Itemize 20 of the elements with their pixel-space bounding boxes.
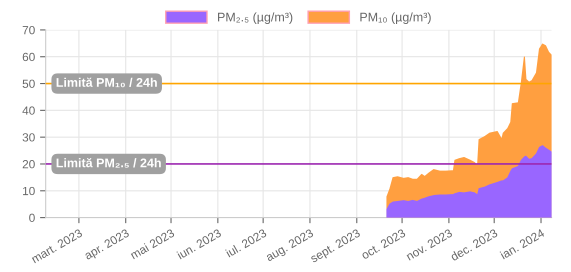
x-tick-label: iul. 2023 — [225, 228, 268, 258]
x-tick-label: mai 2023 — [130, 228, 175, 260]
legend-label: PM₂.₅ (µg/m³) — [218, 12, 292, 24]
y-tick-label: 60 — [22, 52, 35, 62]
ref-line-label: Limită PM₂.₅ / 24h — [56, 158, 161, 168]
x-tick-label: ian. 2024 — [500, 228, 546, 260]
legend-label: PM₁₀ (µg/m³) — [360, 12, 431, 24]
x-tick-label: iun. 2023 — [176, 228, 222, 260]
y-tick-label: 20 — [22, 160, 35, 168]
x-tick-label: oct. 2023 — [360, 228, 406, 260]
y-tick-label: 10 — [23, 186, 35, 196]
ref-line-label: Limită PM₁₀ / 24h — [56, 78, 157, 88]
x-tick-label: apr. 2023 — [84, 228, 131, 262]
x-tick-label: mart. 2023 — [30, 228, 83, 264]
y-tick-label: 50 — [22, 80, 35, 88]
y-tick-label: 30 — [22, 133, 35, 142]
y-tick-label: 70 — [22, 26, 35, 34]
y-tick-label: 40 — [22, 106, 35, 115]
x-tick-label: nov. 2023 — [406, 228, 453, 261]
y-tick-label: 0 — [29, 214, 35, 222]
